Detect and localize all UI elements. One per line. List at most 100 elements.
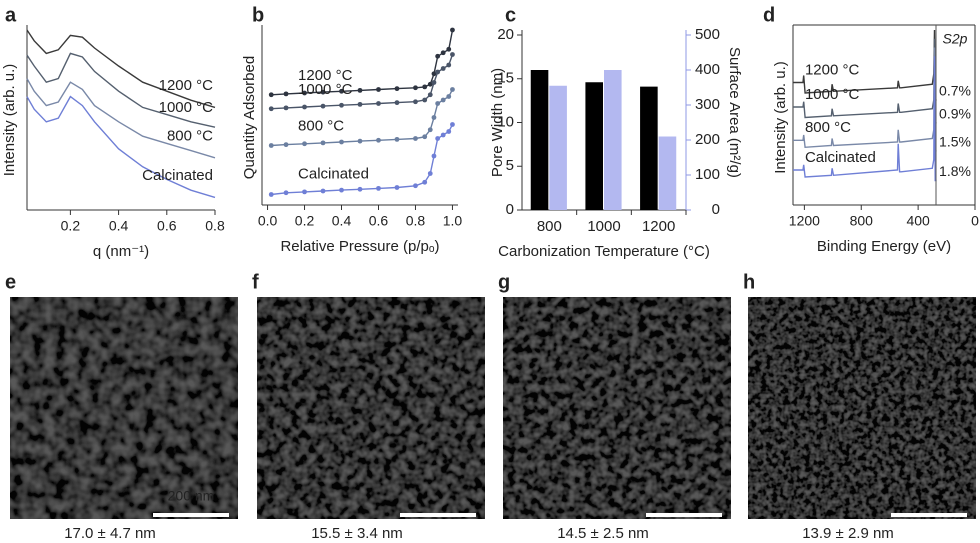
series-line [271, 89, 454, 147]
marker [268, 192, 274, 197]
marker [450, 27, 455, 33]
marker [435, 136, 441, 141]
micrograph [257, 297, 485, 519]
marker [431, 153, 437, 159]
marker [435, 69, 441, 75]
x-axis-label: q (nm⁻¹) [93, 243, 149, 260]
marker [320, 188, 326, 194]
marker [339, 102, 344, 108]
marker [450, 122, 455, 127]
series-label: 1200 °C [298, 67, 353, 84]
x-tick-label: 1000 [587, 218, 620, 235]
bar [530, 70, 549, 210]
marker [376, 101, 381, 106]
panel-label: c [505, 4, 516, 26]
marker [357, 138, 363, 144]
marker [394, 136, 400, 142]
marker [422, 134, 428, 140]
marker [413, 136, 418, 141]
marker [431, 80, 437, 85]
marker [339, 187, 344, 193]
marker [431, 71, 437, 77]
marker [339, 139, 344, 145]
series-line [271, 124, 454, 196]
series-line [26, 52, 216, 128]
series-label: 800 °C [805, 119, 851, 136]
marker [413, 99, 418, 105]
marker [268, 106, 274, 112]
x-tick-label: 400 [906, 213, 930, 229]
series-label: Calcinated [298, 166, 369, 183]
series-label: 1000 °C [159, 99, 214, 116]
series-line [26, 29, 216, 109]
marker [413, 85, 418, 91]
x-tick-label: 0.8 [406, 213, 426, 229]
series-line [26, 78, 216, 159]
marker [422, 97, 428, 103]
panel-label: e [5, 271, 16, 293]
x-tick-label: 0.6 [157, 218, 177, 234]
marker [427, 127, 433, 133]
panel-label: g [498, 271, 510, 293]
micrograph [10, 297, 238, 519]
marker [435, 53, 441, 59]
caption: 14.5 ± 2.5 nm [557, 525, 649, 542]
x-axis-label: Binding Energy (eV) [817, 238, 951, 255]
y-tick-label: 10 [497, 113, 514, 130]
series-label: 800 °C [167, 128, 213, 145]
scale-bar [891, 513, 967, 517]
x-tick-label: 0.6 [369, 213, 389, 229]
marker [427, 81, 433, 87]
marker [268, 143, 274, 148]
x-tick-label: 0.4 [332, 213, 352, 229]
marker [435, 101, 441, 106]
marker [427, 92, 433, 98]
marker [302, 90, 307, 96]
y2-tick-label: 300 [695, 96, 720, 113]
series-line [793, 38, 937, 124]
x-axis-label: Carbonization Temperature (°C) [498, 243, 710, 260]
marker [357, 186, 363, 192]
bar [604, 70, 622, 210]
series-label: 800 °C [298, 118, 344, 135]
y2-tick-label: 400 [695, 61, 720, 78]
scale-bar-label: 200 nm [168, 488, 215, 504]
marker [446, 94, 452, 99]
y-axis-label: Intensity (arb. u.) [1, 64, 18, 177]
y-tick-label: 15 [497, 70, 514, 87]
x-tick-label: 0.0 [258, 213, 278, 229]
series-label: Calcinated [805, 149, 876, 166]
series-label: 1000 °C [805, 86, 860, 103]
series-note: 1.5% [939, 133, 971, 149]
marker [431, 115, 437, 120]
marker [413, 183, 418, 189]
marker [268, 92, 274, 98]
bar [658, 136, 677, 210]
marker [339, 88, 344, 94]
x-tick-label: 1200 [789, 213, 820, 229]
marker [440, 50, 446, 56]
series-label: Calcinated [142, 167, 213, 184]
series-note: 0.9% [939, 105, 971, 121]
y-axis-label: Pore Width (nm) [489, 68, 506, 177]
y-axis-label: Quantity Adsorbed [241, 56, 258, 179]
bar [640, 86, 658, 210]
marker [320, 140, 326, 146]
marker [394, 100, 400, 106]
marker [394, 86, 400, 92]
y2-tick-label: 200 [695, 131, 720, 148]
panel-label: b [252, 4, 264, 26]
y-tick-label: 0 [506, 201, 514, 218]
marker [302, 104, 307, 110]
marker [446, 46, 452, 52]
x-tick-label: 0.2 [295, 213, 315, 229]
x-tick-label: 1.0 [443, 213, 463, 229]
scale-bar [646, 513, 722, 517]
x-tick-label: 800 [850, 213, 874, 229]
series-line [271, 54, 454, 110]
scale-bar [400, 513, 476, 517]
marker [422, 84, 428, 90]
caption: 13.9 ± 2.9 nm [802, 525, 894, 542]
panel-label: f [252, 271, 259, 293]
